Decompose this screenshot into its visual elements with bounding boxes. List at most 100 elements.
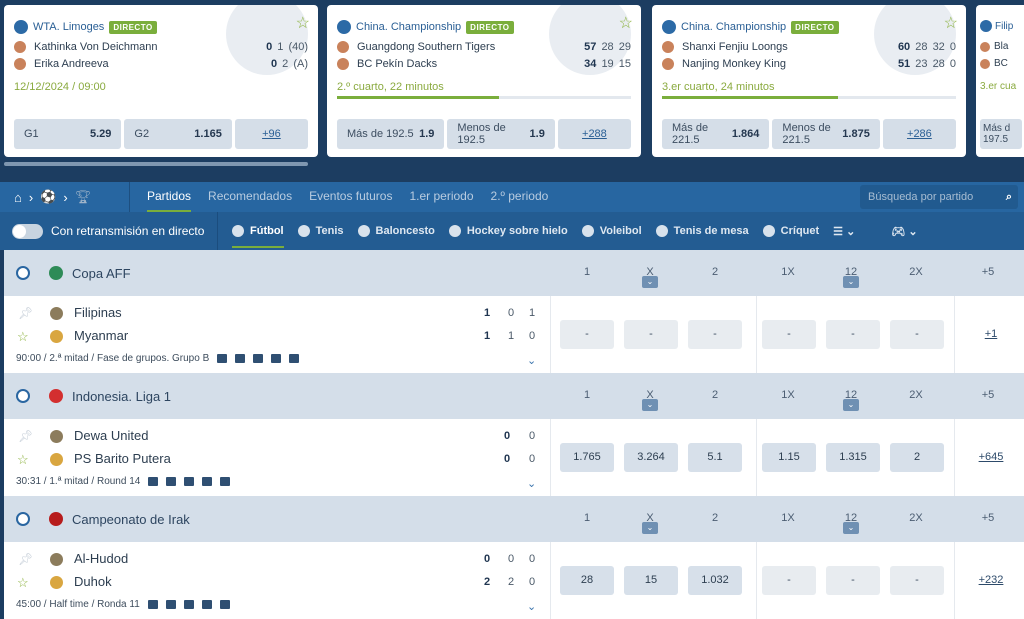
chart-icon[interactable] — [201, 600, 212, 609]
odds-button[interactable]: - — [762, 566, 816, 595]
more-markets-link[interactable]: +96 — [234, 119, 309, 149]
expand-chevron-icon[interactable]: ⌄ — [527, 601, 537, 613]
match-row[interactable]: 📌︎ ☆ Dewa United 0 0 PS Barito Putera 0 0 30:31 … — [4, 419, 1024, 496]
more-markets-link[interactable]: +645 — [978, 451, 1004, 463]
odds-button[interactable]: Menos de 221.5 1.875 — [772, 119, 880, 149]
video-icon[interactable] — [148, 477, 159, 486]
more-markets-link[interactable]: +232 — [978, 574, 1004, 586]
tab-0[interactable]: Partidos — [147, 182, 192, 212]
odds-button[interactable]: - — [560, 320, 614, 349]
tab-3[interactable]: 1.er periodo — [409, 189, 474, 203]
featured-event-card[interactable]: Filip Bla BC 3.er cua Más d 197.5 — [976, 5, 1024, 157]
odds-button[interactable]: - — [688, 320, 742, 349]
featured-event-card[interactable]: ☆ China. Championship DIRECTO Guangdong Sou… — [327, 5, 641, 157]
market-column-header: X — [646, 266, 654, 278]
odds-button[interactable]: Más d 197.5 — [980, 119, 1022, 149]
sport-4[interactable]: Voleibol — [581, 212, 642, 250]
stats-icon[interactable] — [184, 477, 195, 486]
match-search-input[interactable]: Búsqueda por partido ⌕ — [860, 185, 1018, 209]
chevron-down-icon[interactable]: ⌄ — [642, 276, 658, 288]
scoreboard-icon[interactable] — [235, 354, 246, 363]
more-markets-link[interactable]: +288 — [557, 119, 632, 149]
favorite-star-icon[interactable]: ☆ — [17, 329, 29, 344]
odds-button[interactable]: Menos de 192.5 1.9 — [447, 119, 555, 149]
more-markets-link[interactable]: +286 — [882, 119, 957, 149]
odds-button[interactable]: - — [890, 566, 944, 595]
featured-event-card[interactable]: ☆ WTA. Limoges DIRECTO Kathinka Von Deichma… — [4, 5, 318, 157]
list-icon[interactable] — [220, 477, 231, 486]
odds-button[interactable]: - — [890, 320, 944, 349]
odds-button[interactable]: - — [826, 566, 880, 595]
home-icon[interactable]: ⌂ — [14, 189, 22, 205]
carousel-scrollbar[interactable] — [4, 162, 308, 166]
odds-value: 1.864 — [731, 128, 760, 140]
scoreboard-icon[interactable] — [165, 600, 176, 609]
featured-event-card[interactable]: ☆ China. Championship DIRECTO Shanxi Fenjiu… — [652, 5, 966, 157]
chevron-down-icon[interactable]: ⌄ — [642, 399, 658, 411]
chevron-down-icon[interactable]: ⌄ — [843, 522, 859, 534]
favorite-star-icon[interactable]: ☆ — [943, 15, 958, 32]
list-icon[interactable] — [219, 600, 230, 609]
scoreboard-icon[interactable] — [166, 477, 177, 486]
odds-button[interactable]: 1.032 — [688, 566, 742, 595]
odds-button[interactable]: Más de 192.5 1.9 — [337, 119, 445, 149]
tab-4[interactable]: 2.º periodo — [490, 189, 549, 203]
favorite-star-icon[interactable]: ☆ — [295, 15, 310, 32]
pin-icon[interactable]: 📌︎ — [18, 552, 34, 566]
list-icon[interactable] — [289, 354, 300, 363]
odds-button[interactable]: 1.765 — [560, 443, 614, 472]
more-sports-button[interactable]: ☰ ⌄ — [833, 225, 856, 238]
chevron-down-icon[interactable]: ⌄ — [843, 399, 859, 411]
tab-1[interactable]: Recomendados — [208, 189, 293, 203]
sport-5[interactable]: Tenis de mesa — [655, 212, 749, 250]
odds-button[interactable]: 2 — [890, 443, 944, 472]
odds-button[interactable]: G1 5.29 — [14, 119, 122, 149]
sport-3[interactable]: Hockey sobre hielo — [448, 212, 568, 250]
chevron-down-icon[interactable]: ⌄ — [843, 276, 859, 288]
match-row[interactable]: 📌︎ ☆ Filipinas 1 0 1 Myanmar 1 1 0 90:00 / 2.ª mit… — [4, 296, 1024, 373]
live-stream-toggle[interactable]: Con retransmisión en directo — [0, 212, 218, 250]
expand-chevron-icon[interactable]: ⌄ — [527, 478, 537, 490]
chart-icon[interactable] — [202, 477, 213, 486]
odds-button[interactable]: - — [624, 320, 678, 349]
odds-button[interactable]: 15 — [624, 566, 678, 595]
pin-icon[interactable]: 📌︎ — [18, 429, 34, 443]
odds-button[interactable]: 28 — [560, 566, 614, 595]
stats-icon[interactable] — [253, 354, 264, 363]
video-icon[interactable] — [147, 600, 158, 609]
odds-button[interactable]: 1.15 — [762, 443, 816, 472]
odds-button[interactable]: - — [826, 320, 880, 349]
score: 0 — [528, 553, 536, 565]
odds-button[interactable]: G2 1.165 — [124, 119, 232, 149]
score: 0 — [528, 430, 536, 442]
match-row[interactable]: 📌︎ ☆ Al-Hudod 0 0 0 Duhok 2 2 0 45:00 / Half time … — [4, 542, 1024, 619]
stats-icon[interactable] — [183, 600, 194, 609]
league-header[interactable]: Campeonato de Irak 1 X 2 1X 12 2X +5 ⌄ ⌄ — [4, 496, 1024, 542]
league-header[interactable]: Indonesia. Liga 1 1 X 2 1X 12 2X +5 ⌄ ⌄ — [4, 373, 1024, 419]
trophy-icon[interactable]: 🏆︎ — [74, 189, 92, 204]
football-icon[interactable]: ⚽ — [40, 189, 57, 204]
chevron-down-icon[interactable]: ⌄ — [642, 522, 658, 534]
sport-0[interactable]: Fútbol — [232, 212, 284, 250]
sport-1[interactable]: Tenis — [297, 212, 344, 250]
chart-icon[interactable] — [271, 354, 282, 363]
odds-button[interactable]: 5.1 — [688, 443, 742, 472]
video-icon[interactable] — [217, 354, 228, 363]
odds-button[interactable]: 3.264 — [624, 443, 678, 472]
odds-button[interactable]: - — [762, 320, 816, 349]
favorite-star-icon[interactable]: ☆ — [17, 452, 29, 467]
favorite-star-icon[interactable]: ☆ — [17, 575, 29, 590]
esports-button[interactable]: 🎮︎ ⌄ — [891, 225, 918, 238]
favorite-star-icon[interactable]: ☆ — [618, 15, 633, 32]
tab-2[interactable]: Eventos futuros — [309, 189, 393, 203]
more-markets-link[interactable]: +1 — [984, 328, 998, 340]
expand-chevron-icon[interactable]: ⌄ — [527, 355, 537, 367]
toggle-switch[interactable] — [12, 223, 43, 239]
search-icon[interactable]: ⌕ — [1005, 191, 1012, 203]
odds-button[interactable]: Más de 221.5 1.864 — [662, 119, 770, 149]
pin-icon[interactable]: 📌︎ — [18, 306, 34, 320]
sport-6[interactable]: Críquet — [762, 212, 819, 250]
odds-button[interactable]: 1.315 — [826, 443, 880, 472]
sport-2[interactable]: Baloncesto — [357, 212, 435, 250]
league-header[interactable]: Copa AFF 1 X 2 1X 12 2X +5 ⌄ ⌄ — [4, 250, 1024, 296]
